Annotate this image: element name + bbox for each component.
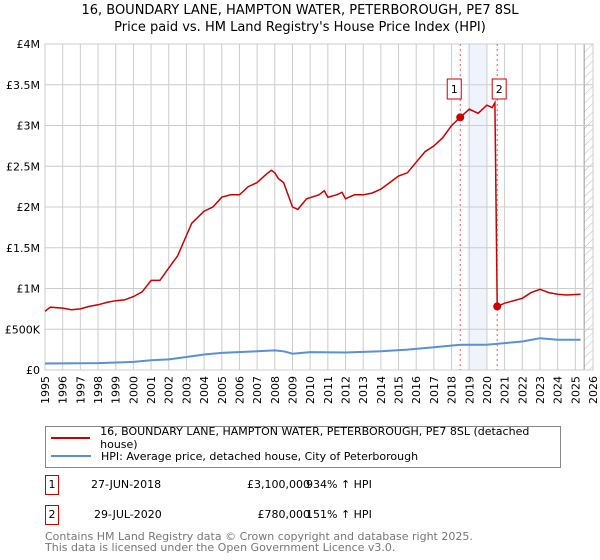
x-tick-label: 1999: [110, 376, 123, 404]
x-tick-label: 1998: [92, 376, 105, 404]
x-tick-label: 2004: [198, 376, 211, 404]
x-tick-label: 2015: [393, 376, 406, 404]
legend-item-hpi: HPI: Average price, detached house, City…: [51, 448, 418, 464]
y-tick-label: £3.5M: [6, 79, 40, 92]
footer-copyright: Contains HM Land Registry data © Crown c…: [45, 530, 473, 543]
y-tick-label: £2M: [17, 201, 41, 214]
x-tick-label: 2008: [269, 376, 282, 404]
price-chart: 1 2 1995 1996 1997 1998 1999 2000 2001 2002 2003 20…: [5, 38, 600, 404]
hpi-line: [44, 337, 581, 365]
transaction-badge: 2: [45, 505, 59, 525]
x-tick-label: 2009: [286, 376, 299, 404]
x-tick-label: 2025: [569, 376, 582, 404]
transaction-date: 29-JUL-2020: [94, 508, 162, 521]
x-tick-label: 2022: [516, 376, 529, 404]
y-tick-label: £4M: [17, 38, 41, 51]
y-tick-label: £3M: [17, 120, 41, 133]
x-tick-label: 1995: [39, 376, 52, 404]
x-tick-label: 2007: [251, 376, 264, 404]
chart-legend: 16, BOUNDARY LANE, HAMPTON WATER, PETERB…: [45, 425, 561, 468]
x-tick-label: 2002: [163, 376, 176, 404]
y-tick-label: £1M: [17, 283, 41, 296]
transaction-price: £780,000: [257, 508, 311, 521]
property-price-line: [44, 99, 581, 312]
y-tick-label: £0: [26, 364, 40, 377]
sale-badge: [446, 78, 462, 100]
x-tick-label: 2013: [357, 376, 370, 404]
x-tick-label: 1997: [74, 376, 87, 404]
transaction-price: £3,100,000: [247, 478, 310, 491]
sale-point: [493, 302, 502, 311]
transaction-date: 27-JUN-2018: [91, 478, 162, 491]
plot-border: [44, 43, 594, 371]
sale-point: [456, 113, 465, 122]
x-tick-label: 2021: [499, 376, 512, 404]
x-tick-label: 2003: [180, 376, 193, 404]
legend-swatch-property: [51, 437, 91, 439]
x-tick-label: 2011: [322, 376, 335, 404]
legend-label: 16, BOUNDARY LANE, HAMPTON WATER, PETERB…: [100, 425, 530, 451]
legend-swatch-hpi: [51, 455, 91, 457]
transaction-hpi: 151% ↑ HPI: [306, 508, 372, 521]
chart-title-line1: 16, BOUNDARY LANE, HAMPTON WATER, PETERB…: [81, 3, 519, 18]
legend-label: HPI: Average price, detached house, City…: [101, 449, 419, 463]
x-tick-label: 2020: [481, 376, 494, 404]
footer: Contains HM Land Registry data © Crown c…: [45, 531, 473, 553]
x-tick-label: 2019: [463, 376, 476, 404]
x-tick-label: 2001: [145, 376, 158, 404]
x-tick-label: 2016: [410, 376, 423, 404]
x-tick-label: 2005: [216, 376, 229, 404]
footer-licence: This data is licensed under the Open Gov…: [45, 541, 396, 554]
x-tick-label: 1996: [57, 376, 70, 404]
x-tick-label: 2017: [428, 376, 441, 404]
x-tick-label: 2012: [340, 376, 353, 404]
transaction-badge: 1: [45, 475, 59, 495]
x-tick-label: 2006: [233, 376, 246, 404]
x-tick-label: 2000: [127, 376, 140, 404]
y-tick-label: £2.5M: [6, 160, 40, 173]
chart-title-line2: Price paid vs. HM Land Registry's House …: [114, 20, 486, 35]
sale-badge: [491, 78, 507, 100]
x-tick-label: 2014: [375, 376, 388, 404]
x-tick-label: 2024: [552, 376, 565, 404]
y-tick-label: £500K: [5, 323, 41, 336]
transaction-hpi: 934% ↑ HPI: [306, 478, 372, 491]
transaction-row: 1 27-JUN-2018 £3,100,000 934% ↑ HPI: [45, 475, 545, 495]
x-tick-label: 2023: [534, 376, 547, 404]
y-tick-label: £1.5M: [6, 242, 40, 255]
x-tick-label: 2018: [446, 376, 459, 404]
x-tick-label: 2026: [587, 376, 600, 404]
legend-item-property: 16, BOUNDARY LANE, HAMPTON WATER, PETERB…: [51, 425, 560, 451]
sale-badge-label: 2: [496, 83, 503, 96]
sale-badge-label: 1: [451, 83, 458, 96]
transaction-row: 2 29-JUL-2020 £780,000 151% ↑ HPI: [45, 505, 545, 525]
x-tick-label: 2010: [304, 376, 317, 404]
